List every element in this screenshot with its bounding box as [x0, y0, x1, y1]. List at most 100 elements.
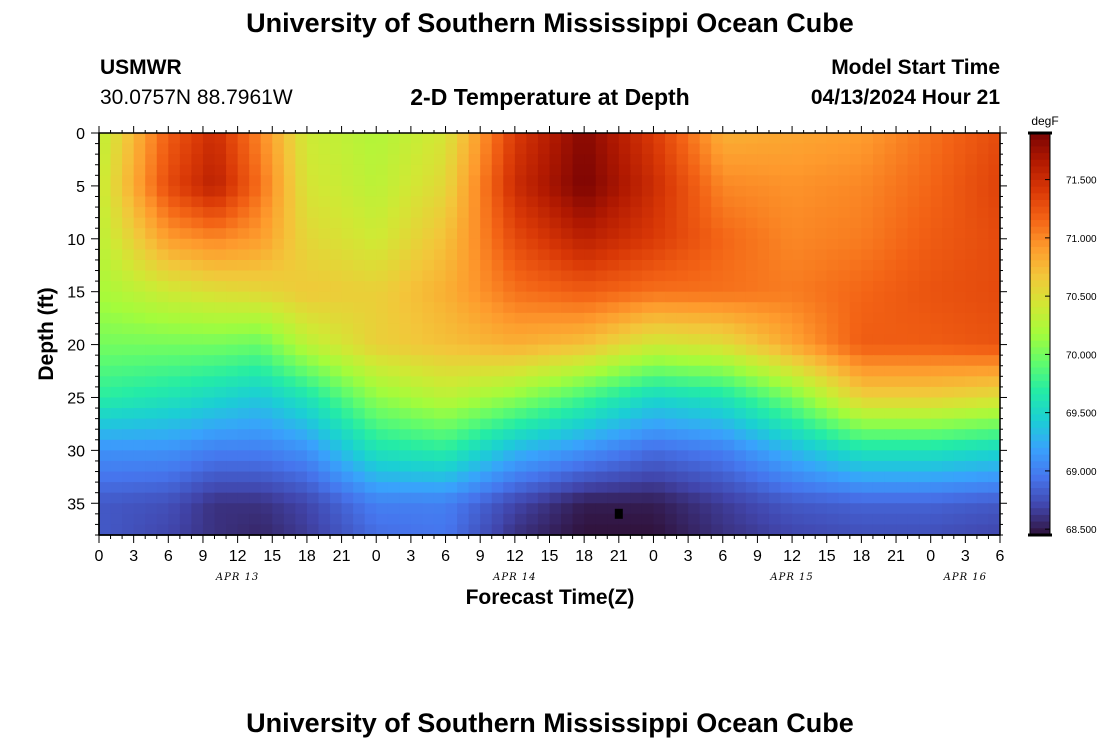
heatmap-cell	[249, 154, 262, 166]
heatmap-cell	[202, 408, 216, 420]
heatmap-cell	[815, 418, 828, 430]
heatmap-cell	[330, 249, 343, 261]
heatmap-cell	[976, 291, 990, 303]
heatmap-cell	[665, 439, 678, 451]
heatmap-cell	[341, 207, 354, 219]
heatmap-cell	[561, 450, 574, 462]
heatmap-cell	[480, 228, 493, 240]
heatmap-cell	[156, 207, 169, 219]
heatmap-cell	[641, 207, 655, 219]
heatmap-cell	[768, 143, 782, 155]
heatmap-cell	[353, 408, 366, 420]
heatmap-cell	[838, 207, 851, 219]
heatmap-cell	[214, 154, 227, 166]
heatmap-cell	[976, 418, 990, 430]
heatmap-cell	[826, 249, 839, 261]
heatmap-cell	[226, 217, 239, 229]
heatmap-cell	[341, 334, 354, 346]
heatmap-cell	[872, 386, 886, 399]
heatmap-cell	[838, 323, 851, 335]
heatmap-cell	[214, 429, 227, 441]
heatmap-cell	[653, 471, 666, 483]
heatmap-cell	[826, 164, 839, 176]
heatmap-cell	[422, 397, 435, 409]
heatmap-cell	[410, 492, 424, 504]
heatmap-cell	[491, 450, 504, 462]
heatmap-cell	[422, 460, 435, 473]
heatmap-cell	[202, 217, 216, 229]
heatmap-cell	[145, 503, 158, 515]
station-coordinates: 30.0757N 88.7961W	[100, 86, 293, 109]
heatmap-cell	[191, 228, 204, 240]
heatmap-cell	[872, 196, 886, 208]
heatmap-cell	[907, 492, 920, 504]
colorbar-swatch	[1030, 193, 1050, 201]
heatmap-cell	[584, 492, 597, 504]
heatmap-cell	[457, 460, 470, 473]
heatmap-cell	[561, 429, 574, 441]
heatmap-cell	[584, 185, 597, 198]
heatmap-cell	[283, 439, 296, 451]
heatmap-cell	[976, 164, 990, 176]
heatmap-cell	[792, 238, 805, 250]
heatmap-cell	[422, 281, 435, 293]
heatmap-cell	[514, 471, 527, 483]
heatmap-cell	[202, 175, 216, 187]
heatmap-cell	[399, 259, 412, 272]
heatmap-cell	[156, 154, 169, 166]
heatmap-cell	[376, 344, 389, 356]
heatmap-cell	[584, 312, 597, 325]
heatmap-cell	[792, 386, 805, 399]
heatmap-cell	[953, 365, 966, 377]
heatmap-cell	[965, 281, 978, 293]
heatmap-cell	[930, 249, 943, 261]
heatmap-cell	[641, 175, 655, 187]
heatmap-cell	[722, 482, 735, 494]
heatmap-cell	[942, 133, 955, 145]
heatmap-cell	[214, 228, 227, 240]
heatmap-cell	[757, 450, 770, 462]
heatmap-cell	[907, 460, 920, 473]
heatmap-cell	[838, 365, 851, 377]
heatmap-cell	[410, 439, 424, 451]
heatmap-cell	[537, 460, 551, 473]
colorbar-swatch	[1030, 226, 1050, 235]
heatmap-cell	[722, 344, 735, 356]
heatmap-cell	[676, 238, 689, 250]
heatmap-cell	[792, 196, 805, 208]
heatmap-cell	[595, 344, 608, 356]
heatmap-cell	[341, 492, 354, 504]
heatmap-cell	[457, 492, 470, 504]
heatmap-cell	[688, 397, 701, 409]
heatmap-cell	[988, 376, 1001, 388]
heatmap-cell	[226, 164, 239, 176]
heatmap-cell	[387, 376, 400, 388]
heatmap-cell	[549, 513, 562, 526]
heatmap-cell	[330, 450, 343, 462]
heatmap-cell	[711, 418, 724, 430]
heatmap-cell	[376, 281, 389, 293]
heatmap-cell	[780, 524, 793, 536]
heatmap-cell	[607, 217, 620, 229]
heatmap-cell	[168, 503, 181, 515]
heatmap-cell	[907, 238, 920, 250]
heatmap-cell	[503, 270, 516, 282]
heatmap-cell	[376, 450, 389, 462]
heatmap-cell	[226, 397, 239, 409]
heatmap-cell	[514, 408, 527, 420]
date-label: APR 13	[215, 572, 259, 583]
heatmap-cell	[734, 429, 747, 441]
heatmap-cell	[561, 334, 574, 346]
heatmap-cell	[815, 228, 828, 240]
heatmap-cell	[191, 386, 204, 399]
heatmap-cell	[884, 154, 897, 166]
heatmap-cell	[757, 365, 770, 377]
heatmap-cell	[849, 270, 862, 282]
heatmap-cell	[849, 133, 862, 145]
heatmap-cell	[249, 397, 262, 409]
heatmap-cell	[699, 365, 712, 377]
heatmap-cell	[318, 482, 331, 494]
heatmap-cell	[214, 492, 227, 504]
heatmap-cell	[272, 249, 285, 261]
heatmap-cell	[630, 376, 643, 388]
